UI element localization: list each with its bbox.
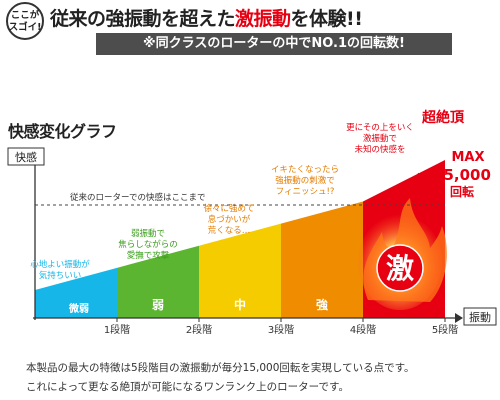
badge-line2: スゴイ! xyxy=(8,22,42,33)
band-2 xyxy=(117,245,199,318)
x-tick-label-3: 3段階 xyxy=(268,323,294,336)
xlabel-box xyxy=(463,307,497,326)
xlabel: 振動 xyxy=(469,310,491,324)
headline-post: を体験!! xyxy=(290,8,363,30)
note-5-line-3: 未知の快感を xyxy=(354,144,405,155)
chart-title: 快感変化グラフ xyxy=(8,122,117,141)
note-1-line-1: 心地よい振動が xyxy=(30,259,90,270)
highlight-badge: ここが スゴイ! xyxy=(6,2,44,40)
note-4-line-3: フィニッシュ!? xyxy=(276,187,335,197)
note-3-line-2: 息づかいが xyxy=(208,214,251,225)
x-tick-label-4: 4段階 xyxy=(350,323,376,336)
band-4 xyxy=(281,201,363,318)
band-label-5: 激 xyxy=(386,252,414,285)
badge-line1: ここが xyxy=(10,10,40,21)
note-4-line-2: 強振動の刺激で xyxy=(275,175,335,186)
note-4-line-1: イキたくなったら xyxy=(271,165,339,175)
band-label-4: 強 xyxy=(316,297,328,312)
rpm-prefix: 毎分 xyxy=(416,172,432,182)
x-tick-label-1: 1段階 xyxy=(104,323,130,336)
footer-line2: これによって更なる絶頂が可能になるワンランク上のローターです。 xyxy=(26,381,349,393)
footer-line1: 本製品の最大の特徴は5段階目の激振動が毎分15,000回転を実現している点です。 xyxy=(26,362,415,374)
note-3-line-1: 徐々に強めて xyxy=(203,203,254,214)
rpm-value: 15,000 xyxy=(433,166,491,184)
reference-line-label: 従来のローターでの快感はここまで xyxy=(70,192,206,203)
rpm-unit: 回転 xyxy=(450,184,474,199)
band-label-2: 弱 xyxy=(152,297,164,312)
note-2-line-1: 弱振動で xyxy=(131,228,165,239)
subtitle-bar: ※同クラスのローターの中でNO.1の回転数! xyxy=(96,33,452,55)
peak-label: 超絶頂 xyxy=(421,109,465,126)
x-tick-label-2: 2段階 xyxy=(186,323,212,336)
band-label-3: 中 xyxy=(234,297,246,312)
note-1-line-2: 気持ちいい xyxy=(39,270,82,281)
band-5-circle xyxy=(376,244,424,292)
ylabel-box xyxy=(7,147,45,166)
headline-red: 激振動 xyxy=(235,8,291,30)
headline-pre: 従来の強振動を超えた xyxy=(50,8,236,30)
note-2-line-3: 愛撫で攻撃 xyxy=(127,250,170,261)
headline: 従来の強振動を超えた激振動を体験!! xyxy=(50,4,363,31)
band-label-1: 微弱 xyxy=(68,302,89,315)
note-3-line-3: 荒くなる… xyxy=(208,225,251,236)
x-axis-arrow xyxy=(455,313,463,323)
max-label: MAX xyxy=(451,150,484,165)
x-tick-label-5: 5段階 xyxy=(432,323,458,336)
band-1 xyxy=(35,267,117,318)
ylabel: 快感 xyxy=(15,151,37,164)
note-2-line-2: 焦らしながらの xyxy=(118,239,178,250)
note-5-line-2: 激振動で xyxy=(363,133,397,144)
band-3 xyxy=(199,223,281,318)
note-5-line-1: 更にその上をいく xyxy=(346,123,414,133)
